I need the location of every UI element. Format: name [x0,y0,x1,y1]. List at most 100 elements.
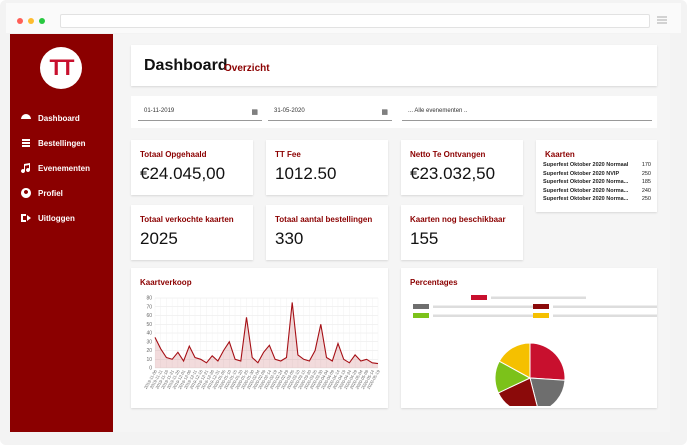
icon-shape [21,188,32,198]
sales-line [154,302,379,365]
filter-bar: 01-11-2019 ▦ 31-05-2020 ▦ ... Alle eveneme… [131,96,657,128]
pie-slice [529,342,566,381]
y-tick-label: 50 [146,322,152,328]
window-controls [17,18,45,24]
stat-value: 155 [410,229,439,248]
y-tick-label: 30 [146,339,152,345]
nav-item[interactable]: Evenementen [20,162,90,174]
nav-icon [21,114,31,119]
legend-text-blurred [553,305,657,308]
legend-swatch [533,313,549,318]
nav-label: Dashboard [38,113,80,123]
ticket-name: Superfest Oktober 2020 Normaal [543,162,629,168]
date-to[interactable]: 31-05-2020 ▦ [268,104,392,121]
legend-text-blurred [433,314,543,317]
nav-icon [22,139,30,147]
ticket-count: 185 [641,179,651,185]
y-tick-label: 80 [146,296,152,302]
date-to-text: 31-05-2020 [274,108,305,114]
stat-value: 1012.50 [275,164,337,183]
ticket-name: Superfest Oktober 2020 NVIP [543,170,620,177]
event-select[interactable]: ... Alle evenementen .. [402,104,652,121]
tickets-card: Kaarten Superfest Oktober 2020 Normaal 17… [536,140,657,212]
pie-slice [497,377,538,406]
ticket-row: Superfest Oktober 2020 Normaal 170 [543,162,651,171]
sales-card: Kaartverkoop 0 10 20 30 40 50 60 70 80 2019-11-06… [131,268,388,408]
sales-area [155,302,378,368]
date-from[interactable]: 01-11-2019 ▦ [138,104,262,121]
stat-value: 2025 [140,229,178,248]
stat-label: Totaal verkochte kaarten [140,215,234,224]
legend-text-blurred [433,305,543,308]
stat-label: Totaal Opgehaald [140,150,207,159]
stat-card: Kaarten nog beschikbaar 155 [401,205,523,260]
legend-swatch [413,313,429,318]
stat-value: €24.045,00 [140,164,226,183]
ticket-count: 170 [641,162,651,168]
browser-bar [6,3,681,33]
nav-icon [21,188,32,198]
nav-item[interactable]: Profiel [20,187,63,199]
ticket-name: Superfest Oktober 2020 Norma... [543,187,629,194]
stat-label: TT Fee [275,150,301,159]
ticket-row: Superfest Oktober 2020 Norma... 185 [543,179,651,188]
legend-swatch [533,304,549,309]
nav-label: Evenementen [38,163,91,173]
nav-icon [21,163,31,174]
nav-item[interactable]: Uitloggen [20,212,75,224]
nav-label: Bestellingen [38,138,86,148]
share-title: Percentages [410,278,458,287]
share-chart [413,295,657,406]
address-bar[interactable] [60,14,650,28]
stat-value: €23.032,50 [410,164,496,183]
icon-shape [22,139,30,147]
nav-item[interactable]: Dashboard [20,112,80,124]
ticket-count: 240 [641,187,651,194]
nav-item[interactable]: Bestellingen [20,137,86,149]
legend-text-blurred [553,314,657,317]
sales-title: Kaartverkoop [140,278,192,287]
legend-text-blurred [491,296,586,299]
icon-shape [21,163,31,174]
y-tick-label: 60 [146,313,152,319]
y-tick-label: 10 [146,357,152,363]
legend-swatch [413,304,429,309]
ticket-row: Superfest Oktober 2020 NVIP 250 [543,171,651,180]
logo[interactable]: TT [40,47,82,89]
stat-card: Totaal Opgehaald €24.045,00 [131,140,253,195]
ticket-row: Superfest Oktober 2020 Norma... 240 [543,188,651,197]
stat-value: 330 [275,229,304,248]
page-subtitle: Overzicht [224,63,270,74]
sidebar: TT Dashboard Bestellingen Evenementen Profi… [10,34,113,432]
legend-swatch [471,295,487,300]
stat-label: Totaal aantal bestellingen [275,215,373,224]
date-from-text: 01-11-2019 [144,108,175,114]
main: Dashboard Overzicht 01-11-2019 ▦ 31-05-20… [113,34,670,432]
stat-card: Totaal aantal bestellingen 330 [266,205,388,260]
share-card: Percentages [401,268,657,408]
page-title: Dashboard [144,57,228,74]
event-select-text: ... Alle evenementen .. [408,108,468,114]
ticket-row: Superfest Oktober 2020 Norma... 250 [543,196,651,205]
pie-slice [529,377,566,406]
ticket-name: Superfest Oktober 2020 Norma... [543,179,629,185]
nav-icon [21,214,31,222]
stat-card: Totaal verkochte kaarten 2025 [131,205,253,260]
stat-label: Kaarten nog beschikbaar [410,215,506,224]
stat-card: TT Fee 1012.50 [266,140,388,195]
ticket-count: 250 [641,196,651,202]
stat-card: Netto Te Ontvangen €23.032,50 [401,140,523,195]
menu-icon[interactable] [656,15,668,25]
nav-label: Profiel [38,188,63,198]
header-card: Dashboard Overzicht [131,45,657,86]
tickets-title: Kaarten [545,150,575,159]
y-tick-label: 20 [146,348,152,354]
icon-shape [21,214,31,222]
pie-slice [498,342,531,379]
nav-label: Uitloggen [38,213,75,223]
y-tick-label: 0 [149,366,152,372]
ticket-name: Superfest Oktober 2020 Norma... [543,196,629,202]
y-tick-label: 40 [146,331,152,337]
